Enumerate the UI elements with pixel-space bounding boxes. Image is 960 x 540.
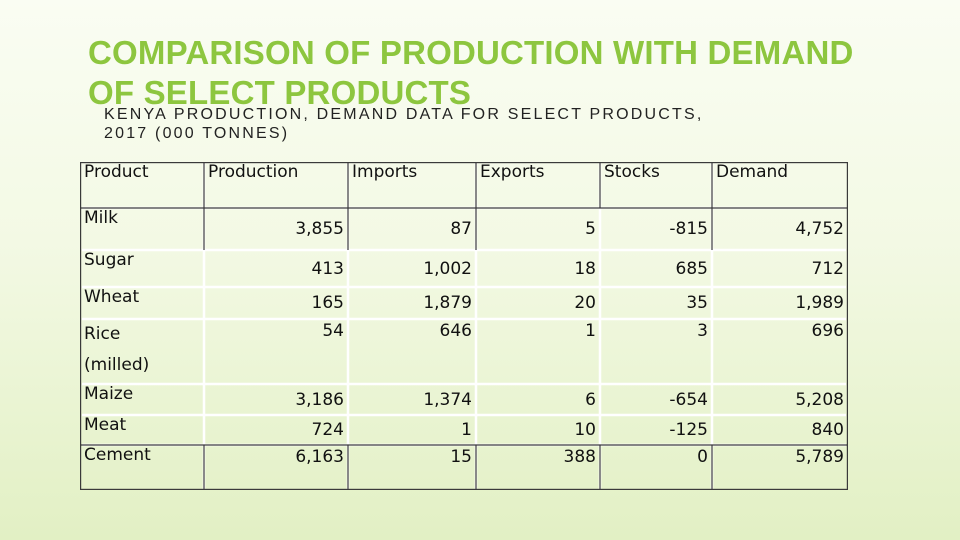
cell-product: Maize	[84, 384, 134, 404]
cell-demand: 840	[811, 420, 844, 440]
cell-exports: 5	[585, 219, 596, 239]
cell-product: Sugar	[84, 250, 134, 270]
table-row: Sugar 413 1,002 18 685 712	[80, 250, 848, 287]
cell-exports: 1	[585, 321, 596, 341]
cell-exports: 20	[574, 293, 596, 313]
title-line-1: COMPARISON OF PRODUCTION WITH DEMAND	[88, 34, 854, 71]
table-header-row: Product Production Imports Exports Stock…	[80, 162, 848, 208]
cell-demand: 712	[811, 258, 844, 279]
production-demand-table: Product Production Imports Exports Stock…	[80, 162, 848, 490]
cell-stocks: -654	[669, 389, 708, 410]
cell-product-line-2: (milled)	[84, 355, 150, 375]
subtitle-line-2: 2017 (000 TONNES)	[104, 125, 290, 142]
header-imports: Imports	[352, 162, 418, 182]
header-exports: Exports	[480, 162, 545, 182]
cell-stocks: 3	[697, 321, 708, 341]
cell-product-line-1: Rice	[84, 324, 121, 344]
cell-imports: 1	[461, 420, 472, 440]
table-row: Milk 3,855 87 5 -815 4,752	[80, 208, 848, 250]
cell-product: Meat	[84, 415, 127, 435]
cell-imports: 1,002	[423, 258, 472, 279]
table-row: Meat 724 1 10 -125 840	[80, 415, 848, 445]
data-table-container: Product Production Imports Exports Stock…	[80, 162, 848, 490]
cell-stocks: 685	[675, 258, 708, 279]
table-row: Rice (milled) 54 646 1 3 696	[80, 319, 848, 384]
cell-production: 6,163	[295, 447, 344, 467]
cell-production: 3,855	[295, 219, 344, 239]
cell-product: Wheat	[84, 287, 140, 307]
cell-product: Rice (milled)	[80, 319, 204, 384]
cell-exports: 388	[563, 447, 596, 467]
cell-demand: 5,208	[795, 389, 844, 410]
cell-stocks: 0	[697, 447, 708, 467]
cell-production: 413	[311, 258, 344, 279]
cell-exports: 18	[574, 258, 596, 279]
header-production: Production	[208, 162, 299, 182]
header-demand: Demand	[716, 162, 789, 182]
table-row: Wheat 165 1,879 20 35 1,989	[80, 287, 848, 319]
cell-product: Cement	[84, 445, 151, 465]
table-row: Maize 3,186 1,374 6 -654 5,208	[80, 384, 848, 415]
cell-exports: 10	[574, 420, 596, 440]
subtitle-line-1: KENYA PRODUCTION, DEMAND DATA FOR SELECT…	[104, 106, 704, 123]
cell-production: 165	[311, 293, 344, 313]
cell-stocks: -815	[669, 219, 708, 239]
cell-imports: 1,374	[423, 389, 472, 410]
header-product: Product	[84, 162, 149, 182]
cell-stocks: -125	[669, 420, 708, 440]
table-row: Cement 6,163 15 388 0 5,789	[80, 445, 848, 490]
cell-production: 54	[322, 321, 344, 341]
cell-exports: 6	[585, 389, 596, 410]
header-stocks: Stocks	[604, 162, 660, 182]
cell-imports: 87	[450, 219, 472, 239]
slide-subtitle: KENYA PRODUCTION, DEMAND DATA FOR SELECT…	[104, 105, 864, 143]
cell-stocks: 35	[686, 293, 708, 313]
cell-demand: 1,989	[795, 293, 844, 313]
cell-demand: 696	[811, 321, 844, 341]
title-line-2: OF SELECT PRODUCTS	[88, 74, 472, 111]
cell-production: 3,186	[295, 389, 344, 410]
cell-demand: 5,789	[795, 447, 844, 467]
cell-product: Milk	[84, 208, 118, 228]
cell-imports: 15	[450, 447, 472, 467]
slide-title: COMPARISON OF PRODUCTION WITH DEMAND OF …	[88, 33, 928, 113]
cell-demand: 4,752	[795, 219, 844, 239]
cell-imports: 1,879	[423, 293, 472, 313]
cell-production: 724	[311, 420, 344, 440]
cell-imports: 646	[439, 321, 472, 341]
